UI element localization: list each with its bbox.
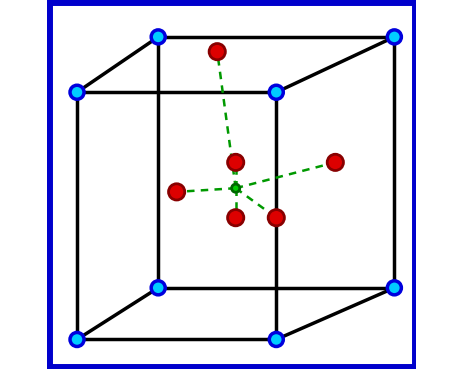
Circle shape (387, 281, 400, 295)
Circle shape (70, 332, 84, 346)
Circle shape (151, 281, 165, 295)
Circle shape (151, 30, 165, 44)
Circle shape (387, 30, 400, 44)
Circle shape (209, 44, 225, 60)
Circle shape (269, 332, 283, 346)
Circle shape (227, 210, 243, 226)
Circle shape (227, 154, 243, 170)
Circle shape (326, 154, 343, 170)
Circle shape (268, 210, 284, 226)
Circle shape (168, 184, 184, 200)
Circle shape (269, 85, 283, 99)
Circle shape (231, 184, 239, 192)
Circle shape (70, 85, 84, 99)
